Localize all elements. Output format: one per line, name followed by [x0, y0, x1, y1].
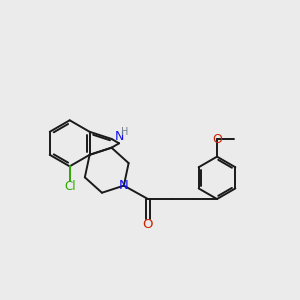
Text: O: O: [142, 218, 152, 232]
Text: H: H: [121, 127, 129, 137]
Text: N: N: [119, 179, 129, 192]
Text: O: O: [212, 133, 222, 146]
Text: N: N: [114, 130, 124, 143]
Text: Cl: Cl: [64, 180, 76, 194]
